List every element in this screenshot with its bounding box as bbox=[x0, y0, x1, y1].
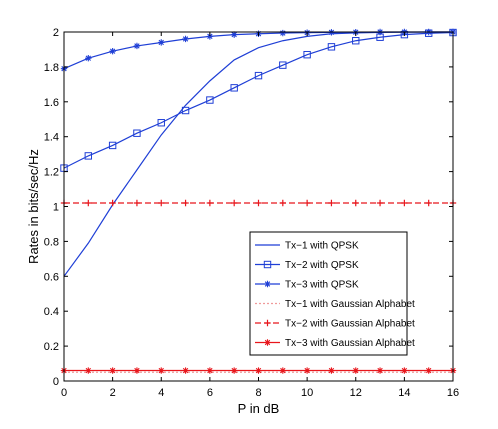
series-6-point bbox=[206, 367, 214, 374]
x-tick-label: 8 bbox=[255, 387, 261, 399]
legend-entry-2: Tx−2 with QPSK bbox=[285, 260, 359, 271]
series-6-point bbox=[133, 367, 141, 374]
y-tick-label: 1.8 bbox=[44, 62, 59, 74]
series-6-point bbox=[303, 367, 311, 374]
series-6-point bbox=[158, 367, 165, 374]
series-6-point bbox=[401, 367, 408, 374]
series-5-point bbox=[279, 199, 287, 207]
series-2-point bbox=[157, 119, 165, 127]
series-5-point bbox=[133, 199, 141, 207]
y-tick-label: 0.4 bbox=[44, 306, 59, 318]
series-3-point bbox=[133, 42, 141, 50]
series-6-point bbox=[230, 367, 238, 374]
series-3-point bbox=[206, 33, 214, 40]
series-6-point bbox=[109, 367, 116, 374]
y-tick-label: 0 bbox=[53, 376, 59, 388]
series-2-point bbox=[303, 50, 311, 59]
legend-marker-5 bbox=[264, 319, 271, 327]
series-5-point bbox=[401, 199, 408, 207]
y-tick-label: 0.2 bbox=[44, 341, 59, 353]
series-5-point bbox=[376, 199, 384, 207]
series-5-point bbox=[182, 199, 189, 207]
y-tick-label: 2 bbox=[53, 27, 59, 39]
series-5-point bbox=[425, 199, 432, 207]
series-5-point bbox=[158, 199, 165, 207]
x-tick-label: 4 bbox=[158, 387, 164, 399]
x-tick-label: 0 bbox=[61, 387, 67, 399]
legend-box bbox=[249, 231, 408, 356]
legend-marker-6 bbox=[264, 339, 271, 346]
series-2-point bbox=[279, 61, 287, 69]
series-6-point bbox=[255, 367, 262, 374]
series-2-point bbox=[352, 37, 360, 45]
series-2-point bbox=[206, 96, 214, 104]
y-tick-label: 1.2 bbox=[44, 167, 59, 179]
x-axis-ticks: 0 2 4 6 8 10 12 14 16 bbox=[61, 32, 459, 399]
series-2-point bbox=[327, 43, 336, 51]
legend-entry-5: Tx−2 with Gaussian Alphabet bbox=[285, 319, 415, 330]
series-2-point bbox=[254, 71, 263, 80]
series-2-point bbox=[230, 84, 238, 92]
x-tick-label: 6 bbox=[207, 387, 213, 399]
y-axis-label: Rates in bits/sec/Hz bbox=[26, 149, 41, 264]
y-tick-label: 0.8 bbox=[44, 236, 59, 248]
series-3-point bbox=[158, 39, 165, 46]
x-tick-label: 12 bbox=[350, 387, 362, 399]
legend: Tx−1 with QPSK Tx−2 with QPSK Tx−3 with QP… bbox=[249, 231, 415, 356]
series-6-point bbox=[376, 367, 384, 374]
series-2-point bbox=[133, 129, 141, 137]
series-2-point bbox=[181, 106, 190, 115]
series-3-point bbox=[230, 31, 238, 38]
y-tick-label: 1 bbox=[53, 202, 59, 214]
series-2-point bbox=[84, 152, 93, 160]
series-6-point bbox=[85, 367, 92, 374]
x-axis-label: P in dB bbox=[238, 401, 280, 416]
series-3-point bbox=[182, 35, 189, 43]
series-2-point bbox=[108, 141, 117, 150]
series-5-point bbox=[230, 199, 238, 207]
legend-entry-4: Tx−1 with Gaussian Alphabet bbox=[285, 299, 415, 310]
series-6-point bbox=[279, 367, 287, 374]
y-tick-label: 1.6 bbox=[44, 97, 59, 109]
y-tick-label: 0.6 bbox=[44, 271, 59, 283]
y-tick-label: 1.4 bbox=[44, 132, 59, 144]
series-3-point bbox=[85, 54, 92, 62]
series-5-point bbox=[85, 199, 92, 207]
series-6-point bbox=[352, 367, 359, 374]
series-5-point bbox=[328, 199, 335, 207]
series-5-point bbox=[352, 199, 359, 207]
series-6-point bbox=[182, 367, 189, 374]
legend-marker-2 bbox=[263, 260, 272, 269]
series-3-point bbox=[109, 47, 116, 55]
x-tick-label: 2 bbox=[110, 387, 116, 399]
series-5-point bbox=[303, 199, 311, 207]
series-6-point bbox=[328, 367, 335, 374]
series-2-line bbox=[63, 31, 454, 169]
legend-marker-3 bbox=[264, 280, 271, 288]
x-tick-label: 14 bbox=[398, 387, 410, 399]
series-6-point bbox=[425, 367, 432, 374]
series-5 bbox=[60, 199, 457, 207]
legend-entry-6: Tx−3 with Gaussian Alphabet bbox=[285, 338, 415, 349]
x-tick-label: 16 bbox=[447, 387, 459, 399]
x-tick-label: 10 bbox=[301, 387, 313, 399]
series-5-point bbox=[109, 199, 116, 207]
series-5-point bbox=[255, 199, 262, 207]
y-axis-ticks: 0 0.2 0.4 0.6 0.8 1 1.2 1.4 1.6 1.8 2 bbox=[44, 27, 453, 388]
series-5-point bbox=[206, 199, 214, 207]
legend-entry-1: Tx−1 with QPSK bbox=[285, 241, 359, 252]
series-3-point bbox=[279, 29, 287, 37]
legend-entry-3: Tx−3 with QPSK bbox=[285, 280, 359, 291]
